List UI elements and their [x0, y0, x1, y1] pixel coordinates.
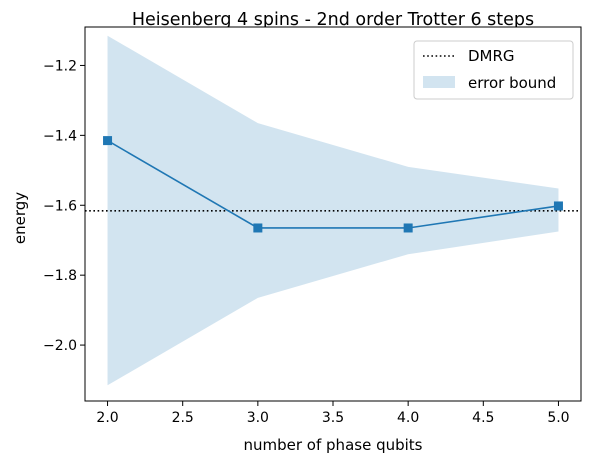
y-axis: −2.0 −1.8 −1.6 −1.4 −1.2 [43, 58, 85, 354]
legend: DMRG error bound [413, 40, 574, 100]
x-tick-label: 4.5 [472, 410, 494, 426]
y-tick-label: −1.4 [43, 128, 77, 144]
x-tick-label: 2.5 [172, 410, 194, 426]
data-point [403, 223, 413, 233]
x-tick-label: 2.0 [96, 410, 118, 426]
legend-error-bound-swatch [423, 76, 455, 88]
y-tick-label: −1.8 [43, 268, 77, 284]
data-point [103, 136, 113, 146]
legend-dmrg-label: DMRG [468, 47, 515, 65]
series-line [107, 139, 559, 229]
chart-title: Heisenberg 4 spins - 2nd order Trotter 6… [132, 10, 534, 30]
x-tick-label: 3.0 [247, 410, 269, 426]
data-point [253, 223, 263, 233]
x-axis: 2.0 2.5 3.0 3.5 4.0 4.5 5.0 [96, 401, 570, 426]
data-point [553, 201, 563, 211]
y-tick-label: −2.0 [43, 338, 77, 354]
y-axis-label: energy [11, 192, 29, 244]
legend-error-bound-label: error bound [468, 74, 556, 92]
x-axis-label: number of phase qubits [244, 436, 423, 454]
series-layer [103, 136, 563, 233]
y-tick-label: −1.2 [43, 58, 77, 74]
x-tick-label: 3.5 [322, 410, 344, 426]
x-tick-label: 5.0 [547, 410, 569, 426]
x-tick-label: 4.0 [397, 410, 419, 426]
y-tick-label: −1.6 [43, 198, 77, 214]
